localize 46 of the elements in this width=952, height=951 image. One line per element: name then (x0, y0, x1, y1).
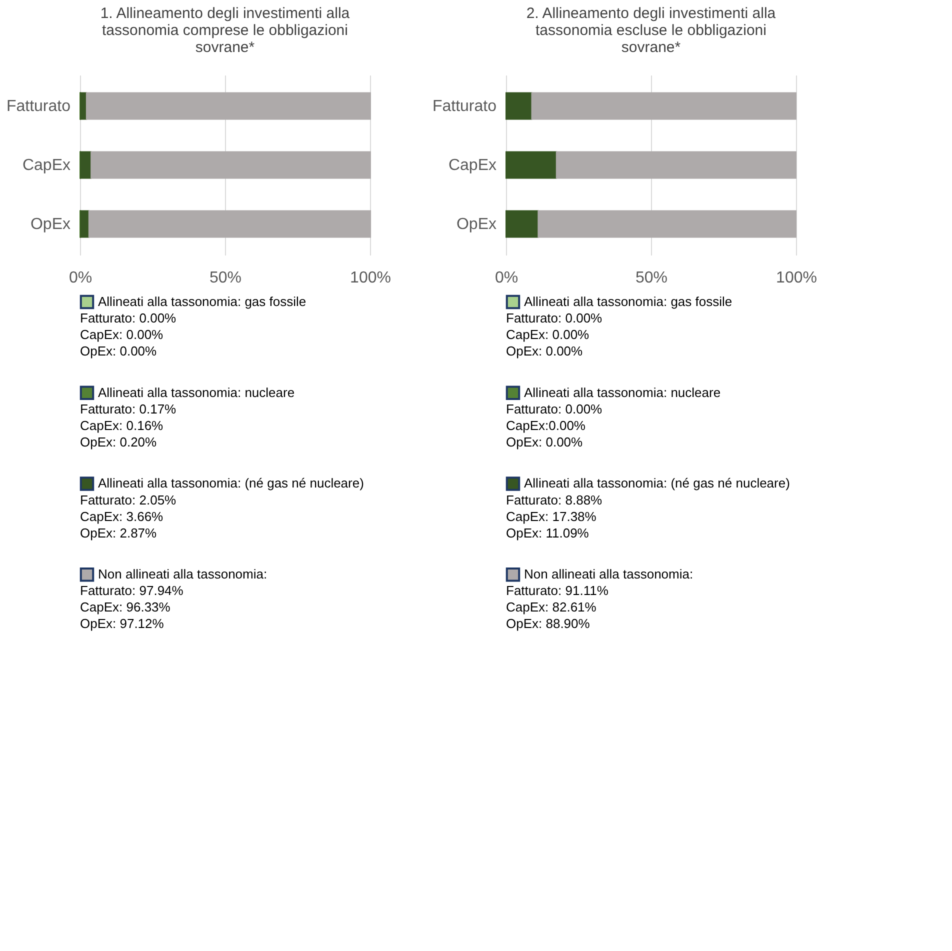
text: OpEx: 97.12% (80, 616, 164, 632)
text: OpEx: 0.00% (80, 344, 158, 359)
text: Fatturato: 0.00% (506, 401, 603, 416)
x-tick-label: 100% (350, 270, 391, 286)
text: CapEx:0.00% (506, 418, 586, 433)
legend-label: Allineati alla tassonomia: gas fossile (98, 294, 306, 309)
text: Fatturato: 0.17% (80, 401, 177, 416)
text: Fatturato: 0.00% (80, 310, 177, 326)
legend-label: Non allineati alla tassonomia: (98, 566, 268, 582)
text: OpEx: 0.00% (506, 434, 584, 450)
text: Fatturato: 0.00% (506, 310, 603, 326)
y-tick-label: Fatturato (6, 98, 71, 115)
text: CapEx: 0.16% (80, 418, 164, 433)
text: CapEx: 0.00% (506, 327, 590, 342)
text: OpEx: 2.87% (80, 525, 158, 540)
x-tick-label: 50% (209, 270, 242, 286)
text: OpEx: 0.20% (80, 434, 158, 450)
text: CapEx: 3.66% (80, 508, 164, 524)
legend-label: Allineati alla tassonomia: (né gas né nucleare) (98, 476, 364, 491)
x-tick-label: 0% (494, 270, 518, 286)
text: CapEx: 82.61% (506, 600, 597, 615)
legend-label: Non allineati alla tassonomia: (524, 566, 694, 582)
y-tick-label: OpEx (456, 216, 496, 234)
legend-label: Allineati alla tassonomia: nucleare (524, 384, 721, 400)
text: Fatturato: 8.88% (506, 492, 603, 508)
text: Fatturato: 91.11% (506, 583, 609, 598)
x-tick-label: 0% (68, 270, 92, 286)
text: Fatturato: 2.05% (80, 492, 177, 508)
text: CapEx: 17.38% (506, 508, 597, 524)
legend-label: Allineati alla tassonomia: nucleare (98, 384, 295, 400)
x-tick-label: 50% (635, 270, 668, 286)
legend-label: Allineati alla tassonomia: gas fossile (524, 294, 732, 309)
text: OpEx: 11.09% (506, 525, 590, 540)
text: Fatturato: 97.94% (80, 583, 184, 598)
y-tick-label: OpEx (30, 216, 70, 234)
y-tick-label: CapEx (22, 157, 70, 174)
legend-label: Allineati alla tassonomia: (né gas né nucleare) (524, 476, 790, 491)
text: OpEx: 0.00% (506, 344, 584, 359)
y-tick-label: CapEx (448, 157, 496, 174)
text: CapEx: 0.00% (80, 327, 164, 342)
chart-title: 1. Allineamento degli investimenti alla tassonomia comprese le obbligazioni sovrane* (100, 5, 350, 56)
x-tick-label: 100% (776, 270, 817, 286)
text: CapEx: 96.33% (80, 600, 171, 615)
chart-title: 2. Allineamento degli investimenti alla tassonomia escluse le obbligazioni sovrane* (526, 5, 776, 56)
y-tick-label: Fatturato (432, 98, 497, 115)
text: OpEx: 88.90% (506, 616, 590, 632)
